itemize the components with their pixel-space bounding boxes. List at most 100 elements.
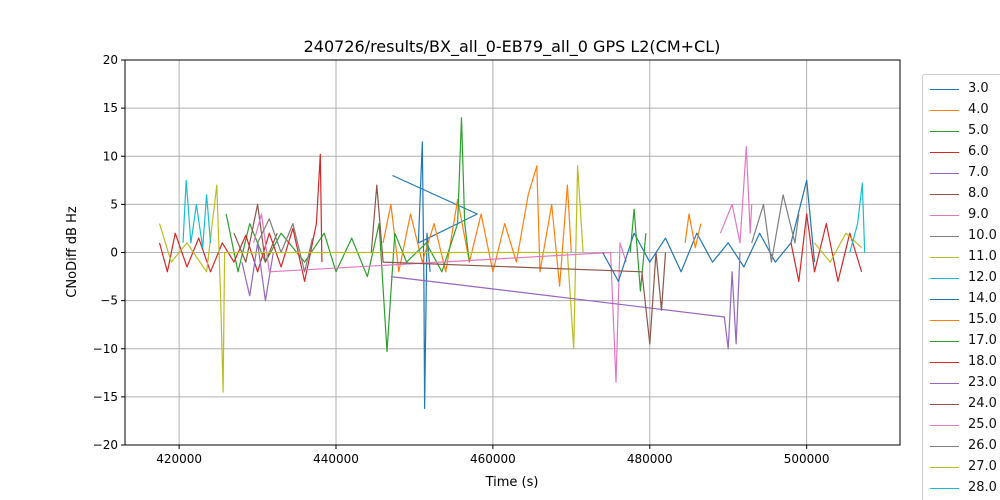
legend-label: 28.0 [968, 480, 997, 495]
legend-swatch [930, 152, 959, 153]
legend-swatch [930, 173, 959, 174]
x-tick-label: 480000 [627, 452, 673, 466]
series-line-12.0 [182, 179, 212, 249]
legend-label: 11.0 [968, 249, 997, 264]
y-tick-label: −15 [93, 390, 118, 404]
x-axis-label: Time (s) [485, 475, 539, 490]
series-line-25.0 [719, 146, 753, 244]
legend-label: 26.0 [968, 438, 997, 453]
y-tick-label: 20 [103, 53, 118, 67]
legend-item: 9.0 [923, 205, 1000, 225]
series-line-23.0 [390, 252, 741, 350]
legend-item: 6.0 [923, 142, 1000, 162]
legend-swatch [930, 320, 959, 321]
x-tick-label: 420000 [156, 452, 202, 466]
legend-label: 3.0 [968, 81, 989, 96]
series-line-26.0 [751, 194, 800, 263]
x-tick-label: 440000 [313, 452, 359, 466]
x-tick-label: 460000 [470, 452, 516, 466]
y-tick-label: 0 [110, 246, 118, 260]
y-tick-label: 15 [103, 101, 118, 115]
legend-swatch [930, 257, 959, 258]
legend-swatch [930, 446, 959, 447]
x-tick-label: 500000 [784, 452, 830, 466]
legend-item: 5.0 [923, 121, 1000, 141]
y-tick-label: −10 [93, 342, 118, 356]
legend-item: 25.0 [923, 415, 1000, 435]
series-line-5.0 [225, 117, 470, 353]
legend: 3.0 4.0 5.0 6.0 7.0 8.0 9.0 10.0 11.0 12.0 14.0 15.… [922, 74, 1000, 500]
legend-label: 27.0 [968, 459, 997, 474]
legend-item: 28.0 [923, 478, 1000, 498]
legend-item: 15.0 [923, 310, 1000, 330]
axis-ticks: 420000 440000 460000 480000 500000 −20 −15 −10 −… [93, 53, 830, 466]
legend-label: 18.0 [968, 354, 997, 369]
legend-swatch [930, 488, 959, 489]
legend-label: 9.0 [968, 207, 989, 222]
legend-label: 6.0 [968, 144, 989, 159]
legend-item: 17.0 [923, 331, 1000, 351]
legend-swatch [930, 404, 959, 405]
legend-label: 15.0 [968, 312, 997, 327]
chart-title: 240726/results/BX_all_0-EB79_all_0 GPS L… [304, 37, 721, 57]
series-line-24.0 [370, 184, 667, 345]
legend-swatch [930, 467, 959, 468]
legend-swatch [930, 131, 959, 132]
series-line-27.0 [814, 232, 863, 263]
legend-swatch [930, 215, 959, 216]
legend-label: 23.0 [968, 375, 997, 390]
series-line-4.0 [382, 165, 572, 287]
legend-label: 12.0 [968, 270, 997, 285]
series-line-18.0 [790, 213, 863, 282]
series-lines [158, 117, 866, 409]
series-line-9.0 [253, 213, 627, 383]
series-line-6.0 [158, 153, 323, 282]
legend-item: 18.0 [923, 352, 1000, 372]
legend-swatch [930, 194, 959, 195]
legend-item: 14.0 [923, 289, 1000, 309]
legend-label: 4.0 [968, 102, 989, 117]
legend-swatch [930, 425, 959, 426]
legend-item: 11.0 [923, 247, 1000, 267]
series-line-15.0 [684, 213, 702, 249]
series-line-28.0 [849, 182, 866, 253]
legend-item: 12.0 [923, 268, 1000, 288]
legend-label: 24.0 [968, 396, 997, 411]
legend-swatch [930, 341, 959, 342]
legend-label: 5.0 [968, 123, 989, 138]
y-tick-label: 5 [110, 197, 118, 211]
series-line-3.0 [392, 141, 478, 409]
series-line-17.0 [629, 208, 647, 292]
y-tick-label: −5 [100, 294, 118, 308]
legend-item: 23.0 [923, 373, 1000, 393]
legend-swatch [930, 362, 959, 363]
legend-label: 14.0 [968, 291, 997, 306]
legend-label: 8.0 [968, 186, 989, 201]
legend-item: 8.0 [923, 184, 1000, 204]
y-tick-label: 10 [103, 149, 118, 163]
legend-label: 17.0 [968, 333, 997, 348]
series-line-14.0 [602, 179, 816, 282]
legend-swatch [930, 110, 959, 111]
series-line-10.0 [257, 218, 314, 273]
legend-swatch [930, 278, 959, 279]
legend-label: 7.0 [968, 165, 989, 180]
legend-item: 4.0 [923, 100, 1000, 120]
legend-item: 24.0 [923, 394, 1000, 414]
legend-label: 10.0 [968, 228, 997, 243]
legend-label: 25.0 [968, 417, 997, 432]
legend-item: 27.0 [923, 457, 1000, 477]
legend-swatch [930, 299, 959, 300]
legend-swatch [930, 89, 959, 90]
legend-item: 7.0 [923, 163, 1000, 183]
legend-item: 26.0 [923, 436, 1000, 456]
legend-item: 10.0 [923, 226, 1000, 246]
series-line-11.0 [158, 165, 584, 393]
legend-swatch [930, 236, 959, 237]
y-tick-label: −20 [93, 438, 118, 452]
y-axis-label: CNoDiff dB Hz [65, 206, 80, 298]
legend-swatch [930, 383, 959, 384]
legend-item: 3.0 [923, 79, 1000, 99]
